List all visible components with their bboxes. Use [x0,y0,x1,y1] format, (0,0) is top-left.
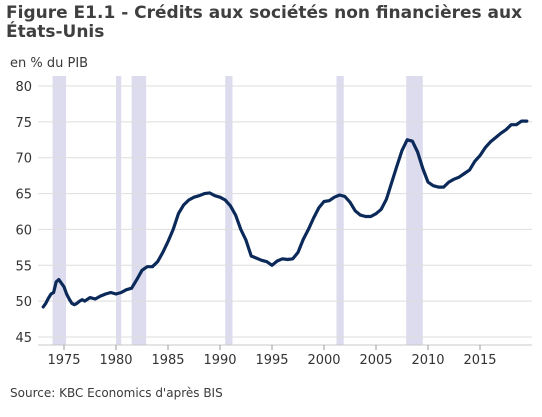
y-tick-label: 80 [15,80,32,95]
recession-band-1 [52,76,67,345]
y-tick-label: 70 [15,152,32,167]
source-note: Source: KBC Economics d'après BIS [10,386,223,400]
x-tick-label: 1990 [203,353,236,368]
x-tick-label: 2005 [359,353,392,368]
x-tick-label: 2010 [411,353,444,368]
y-tick-label: 75 [15,116,32,131]
x-axis-ticks: 1975 1980 1985 1990 1995 2000 2005 2010 2015 [38,344,532,368]
recession-band-4 [225,76,233,345]
x-tick-label: 1985 [151,353,184,368]
chart-title: Figure E1.1 - Crédits aux sociétés non f… [6,3,523,42]
x-tick-label: 1975 [47,353,80,368]
x-tick-label: 1995 [255,353,288,368]
x-tick-label: 2015 [463,353,496,368]
y-tick-label: 65 [15,188,32,203]
chart-subtitle: en % du PIB [10,56,89,71]
y-tick-label: 45 [15,331,32,346]
recession-band-6 [406,76,423,345]
y-tick-label: 55 [15,259,32,274]
series-line-1 [41,119,529,309]
recession-band-3 [131,76,147,345]
gridlines [38,85,532,338]
y-axis-ticks: 45 50 55 60 65 70 75 80 [15,80,32,346]
x-tick-label: 1980 [99,353,132,368]
recession-band-2 [116,76,122,345]
x-tick-label: 2000 [307,353,340,368]
y-tick-label: 50 [15,295,32,310]
y-tick-label: 60 [15,223,32,238]
recession-bands [52,76,423,345]
series-layer [41,119,529,309]
recession-band-5 [336,76,344,345]
